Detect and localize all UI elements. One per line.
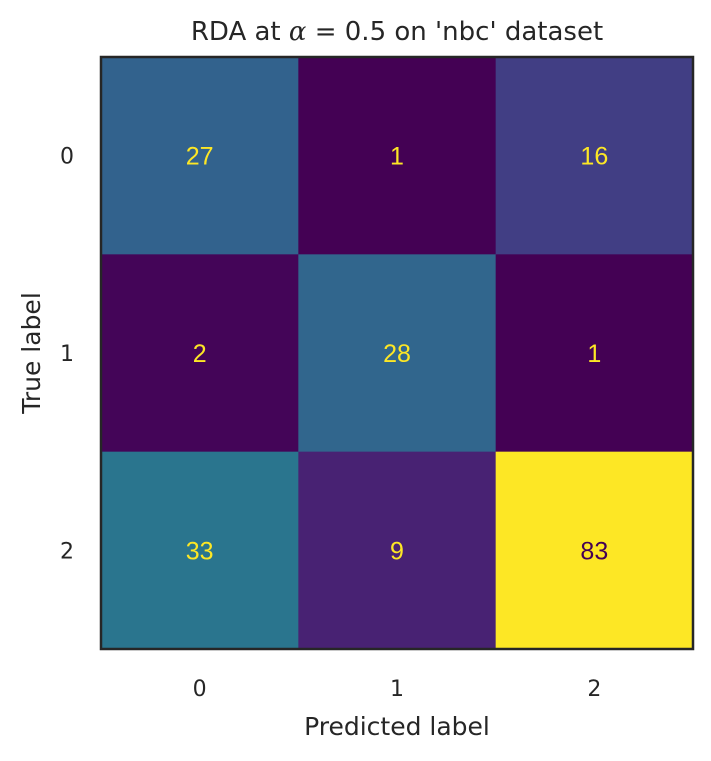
cell-value-r0-c2: 16 bbox=[580, 143, 608, 171]
cell-value-r1-c0: 2 bbox=[193, 340, 207, 368]
y-tick-label: 2 bbox=[60, 539, 74, 564]
cell-value-r2-c0: 33 bbox=[186, 537, 214, 565]
heatmap-cell-r2-c0 bbox=[101, 451, 299, 650]
heatmap-cell-r0-c2 bbox=[495, 57, 694, 255]
heatmap-cell-r0-c0 bbox=[101, 57, 299, 255]
heatmap-cell-r1-c0 bbox=[101, 254, 299, 453]
y-tick-labels: 0 1 2 bbox=[60, 145, 74, 565]
heatmap-cell-r0-c1 bbox=[298, 57, 497, 255]
x-axis-label: Predicted label bbox=[304, 712, 490, 741]
heatmap-cell-r1-c2 bbox=[495, 254, 694, 453]
x-tick-label: 1 bbox=[390, 677, 404, 702]
x-tick-label: 2 bbox=[587, 677, 601, 702]
y-tick-label: 1 bbox=[60, 342, 74, 367]
chart-title-symbol: α bbox=[289, 17, 307, 47]
heatmap-cell-labels: 27 1 16 2 28 1 33 9 83 bbox=[186, 143, 608, 566]
cell-value-r2-c2: 83 bbox=[580, 537, 608, 565]
chart-title-suffix: = 0.5 on 'nbc' dataset bbox=[306, 17, 603, 47]
y-axis-label: True label bbox=[17, 292, 46, 415]
x-tick-labels: 0 1 2 bbox=[193, 677, 602, 702]
cell-value-r1-c2: 1 bbox=[587, 340, 601, 368]
y-tick-label: 0 bbox=[60, 145, 74, 170]
x-tick-label: 0 bbox=[193, 677, 207, 702]
cell-value-r1-c1: 28 bbox=[383, 340, 411, 368]
cell-value-r2-c1: 9 bbox=[390, 537, 404, 565]
heatmap-cell-r1-c1 bbox=[298, 254, 497, 453]
heatmap-cell-r2-c2 bbox=[495, 451, 694, 650]
heatmap-cell-r2-c1 bbox=[298, 451, 497, 650]
chart-title-prefix: RDA at bbox=[191, 17, 289, 47]
heatmap-cells bbox=[101, 57, 694, 650]
cell-value-r0-c1: 1 bbox=[390, 143, 404, 171]
plot-frame bbox=[99, 55, 695, 651]
chart-title: RDA at α = 0.5 on 'nbc' dataset bbox=[191, 17, 603, 47]
cell-value-r0-c0: 27 bbox=[186, 143, 214, 171]
